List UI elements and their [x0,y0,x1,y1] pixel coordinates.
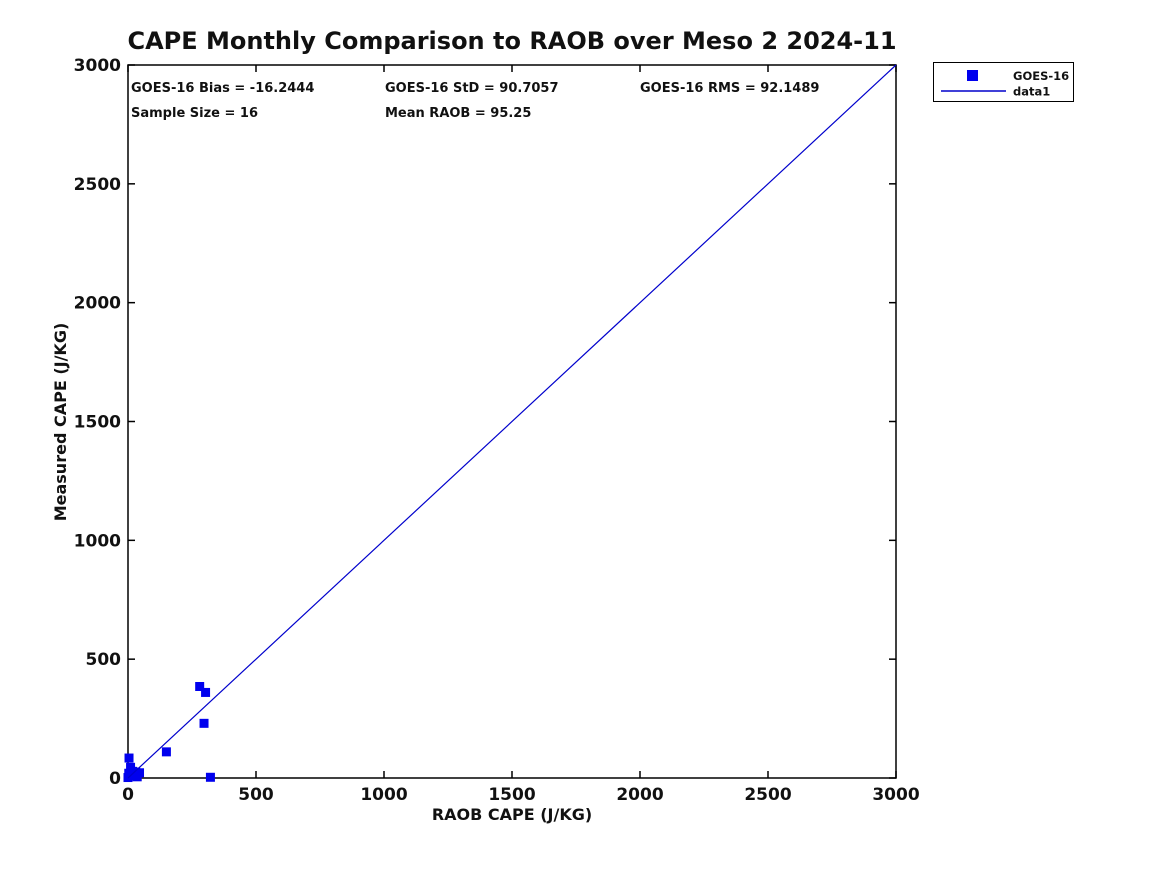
legend-box [933,62,1074,102]
x-tick-label: 2000 [616,785,663,805]
stat-bias: GOES-16 Bias = -16.2444 [131,81,314,96]
legend: GOES-16 data1 [933,62,1074,102]
stat-rms: GOES-16 RMS = 92.1489 [640,81,819,96]
chart-title: CAPE Monthly Comparison to RAOB over Mes… [127,27,896,55]
axis-tick-labels: 0 500 1000 1500 2000 2500 3000 0 500 1000 1500 2000… [74,56,920,805]
y-tick-label: 3000 [74,56,121,76]
x-tick-label: 1500 [488,785,535,805]
plot-frame [127,64,897,779]
y-tick-label: 1500 [74,413,121,433]
x-tick-label: 500 [238,785,274,805]
y-tick-label: 2500 [74,175,121,195]
y-tick-label: 500 [86,650,122,670]
x-tick-label: 0 [122,785,134,805]
scatter-point-GOES-16 [195,681,205,691]
legend-label-goes16: GOES-16 [1013,69,1069,83]
identity-line-data1 [127,64,897,779]
scatter-point-GOES-16 [124,753,134,763]
legend-label-data1: data1 [1013,85,1050,99]
x-tick-label: 3000 [872,785,919,805]
legend-marker-square-icon [967,70,978,81]
scatter-point-GOES-16 [135,768,145,778]
y-axis-label: Measured CAPE (J/KG) [51,323,70,522]
scatter-point-GOES-16 [161,747,171,757]
x-axis-label: RAOB CAPE (J/KG) [432,805,592,824]
stat-mean-raob: Mean RAOB = 95.25 [385,106,531,121]
stat-sample-size: Sample Size = 16 [131,106,258,121]
x-tick-label: 2500 [744,785,791,805]
y-tick-label: 2000 [74,294,121,314]
x-tick-label: 1000 [360,785,407,805]
stat-std: GOES-16 StD = 90.7057 [385,81,559,96]
scatter-point-GOES-16 [201,687,211,697]
scatter-point-GOES-16 [199,718,209,728]
y-tick-label: 1000 [74,531,121,551]
data-series-layer [123,64,897,783]
scatter-point-GOES-16 [205,772,215,782]
y-tick-label: 0 [109,769,121,789]
